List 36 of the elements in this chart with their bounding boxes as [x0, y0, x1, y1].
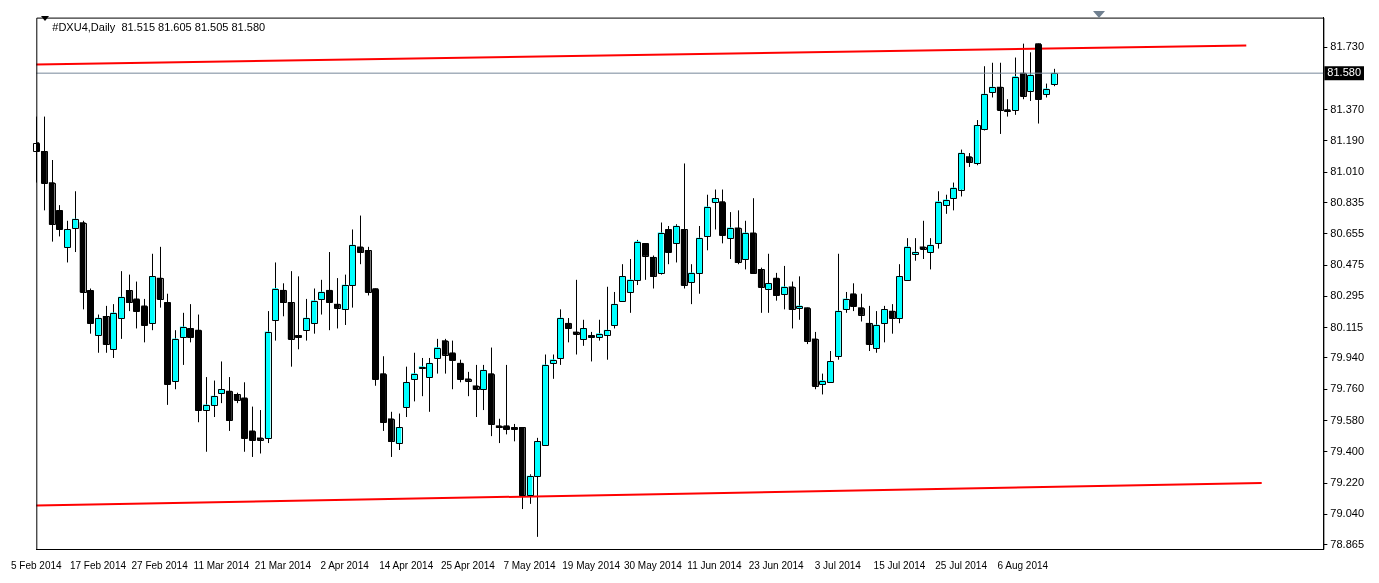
- y-tick-label: 78.865: [1330, 537, 1365, 550]
- x-tick-label: 19 May 2014: [562, 559, 621, 571]
- x-tick-label: 25 Apr 2014: [440, 559, 496, 571]
- y-tick-label: 81.010: [1330, 165, 1365, 178]
- ref-line-label: 81.580: [1327, 66, 1362, 79]
- y-tick-label: 80.295: [1330, 289, 1365, 302]
- x-tick-label: 6 Aug 2014: [997, 559, 1049, 571]
- x-tick-label: 25 Jul 2014: [935, 559, 988, 571]
- y-tick-label: 80.115: [1330, 320, 1364, 333]
- x-tick-label: 11 Mar 2014: [193, 559, 250, 571]
- x-tick-label: 17 Feb 2014: [69, 559, 127, 571]
- x-tick-label: 15 Jul 2014: [873, 559, 926, 571]
- x-tick-label: 21 Mar 2014: [254, 559, 312, 571]
- y-tick-label: 81.730: [1330, 40, 1365, 53]
- x-tick-label: 7 May 2014: [503, 559, 557, 571]
- y-tick-label: 81.190: [1330, 133, 1365, 146]
- y-tick-label: 79.040: [1330, 507, 1365, 520]
- x-tick-label: 2 Apr 2014: [320, 559, 370, 571]
- y-tick-label: 79.400: [1330, 444, 1365, 457]
- x-tick-label: 23 Jun 2014: [748, 559, 805, 571]
- candlestick: [611, 291, 618, 329]
- y-tick-label: 80.835: [1330, 195, 1365, 208]
- y-tick-label: 79.940: [1330, 351, 1365, 364]
- x-tick-label: 5 Feb 2014: [10, 559, 63, 571]
- y-tick-label: 81.370: [1330, 102, 1365, 115]
- y-tick-label: 79.760: [1330, 382, 1365, 395]
- y-tick-label: 80.655: [1330, 226, 1365, 239]
- y-tick-label: 79.220: [1330, 476, 1365, 489]
- x-tick-label: 3 Jul 2014: [814, 559, 862, 571]
- x-tick-label: 14 Apr 2014: [379, 559, 434, 571]
- y-tick-label: 80.475: [1330, 258, 1365, 271]
- x-tick-label: 27 Feb 2014: [131, 559, 189, 571]
- y-tick-label: 79.580: [1330, 413, 1365, 426]
- x-tick-label: 11 Jun 2014: [687, 559, 743, 571]
- x-tick-label: 30 May 2014: [623, 559, 683, 571]
- chart-title: #DXU4,Daily 81.515 81.605 81.505 81.580: [52, 20, 266, 33]
